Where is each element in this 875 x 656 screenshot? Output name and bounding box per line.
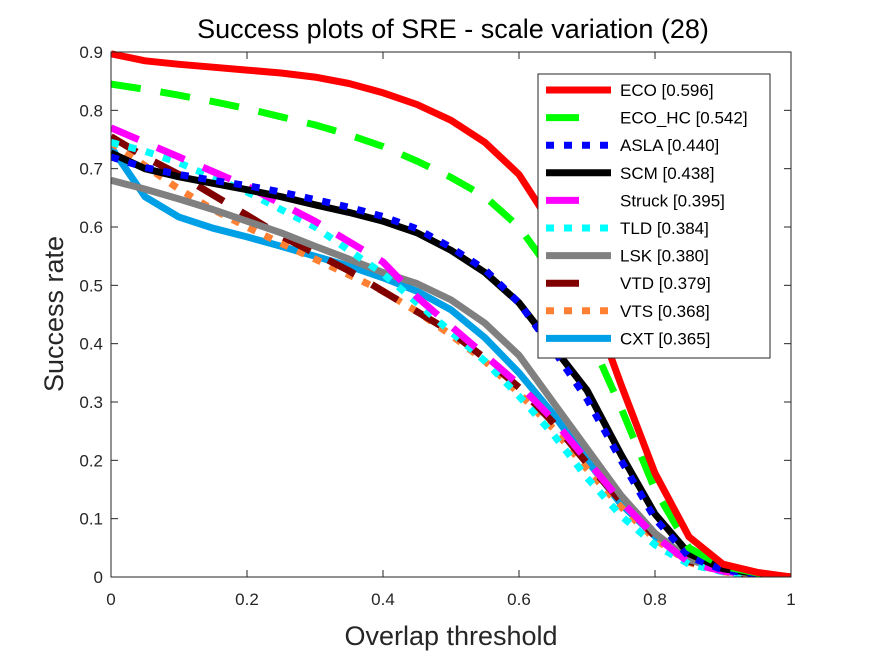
y-tick-label: 0 (94, 568, 103, 587)
legend-item: LSK [0.380] (546, 247, 709, 266)
series-line-struck (111, 124, 792, 577)
x-tick-label: 0.8 (643, 590, 667, 609)
series-lines (111, 50, 792, 577)
x-axis-label: Overlap threshold (344, 621, 557, 651)
legend-item: ECO_HC [0.542] (546, 109, 748, 128)
x-axis-ticks: 0 0.2 0.4 0.6 0.8 1 (106, 52, 796, 609)
series-line-eco (111, 50, 792, 577)
x-tick-label: 0.4 (371, 590, 395, 609)
y-tick-label: 0.4 (79, 335, 103, 354)
y-tick-label: 0.2 (79, 451, 103, 470)
y-axis-label: Success rate (39, 236, 69, 392)
legend-label: ECO [0.596] (620, 81, 714, 100)
y-tick-label: 0.5 (79, 276, 103, 295)
legend-label: Struck [0.395] (620, 191, 725, 210)
x-tick-label: 0.6 (507, 590, 531, 609)
legend-box (537, 73, 771, 359)
y-tick-label: 0.7 (79, 160, 103, 179)
legend-item: CXT [0.365] (546, 329, 710, 348)
series-line-scm (111, 149, 792, 577)
legend-label: ASLA [0.440] (620, 136, 719, 155)
legend-label: VTD [0.379] (620, 274, 711, 293)
x-tick-label: 0 (106, 590, 115, 609)
legend-label: ECO_HC [0.542] (620, 109, 748, 128)
legend-item: ASLA [0.440] (546, 136, 719, 155)
chart-title: Success plots of SRE - scale variation (… (197, 14, 709, 44)
y-tick-label: 0.9 (79, 43, 103, 62)
legend-label: SCM [0.438] (620, 164, 715, 183)
legend-item: ECO [0.596] (546, 81, 714, 100)
legend-label: TLD [0.384] (620, 219, 709, 238)
legend-label: CXT [0.365] (620, 329, 710, 348)
y-tick-label: 0.1 (79, 510, 103, 529)
legend-item: VTD [0.379] (546, 274, 711, 293)
plot-area (110, 50, 792, 578)
legend: ECO [0.596] ECO_HC [0.542] ASLA [0.440] SCM… (537, 73, 771, 359)
legend-item: Struck [0.395] (546, 191, 725, 210)
y-axis-ticks: 0 0.1 0.2 0.3 0.4 0.5 0.6 0.7 0.8 0.9 (79, 43, 791, 587)
y-tick-label: 0.3 (79, 393, 103, 412)
legend-label: VTS [0.368] (620, 302, 710, 321)
axes-box (110, 51, 792, 578)
legend-item: TLD [0.384] (546, 219, 709, 238)
legend-item: SCM [0.438] (546, 164, 715, 183)
series-line-eco-hc (111, 80, 792, 577)
x-tick-label: 1 (786, 590, 795, 609)
legend-item: VTS [0.368] (546, 302, 710, 321)
y-tick-label: 0.8 (79, 101, 103, 120)
x-tick-label: 0.2 (235, 590, 259, 609)
legend-label: LSK [0.380] (620, 247, 709, 266)
y-tick-label: 0.6 (79, 218, 103, 237)
